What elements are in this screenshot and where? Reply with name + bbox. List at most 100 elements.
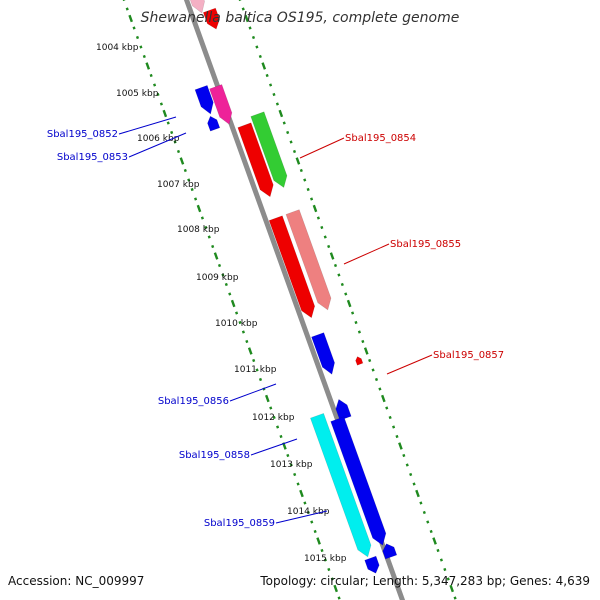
inner-tick-mark xyxy=(292,149,297,154)
inner-tick-mark xyxy=(258,54,262,59)
genome-summary-text: Topology: circular; Length: 5,347,283 bp… xyxy=(260,574,590,588)
gene-arrow-top-pink xyxy=(190,0,205,14)
outer-tick-mark xyxy=(306,510,310,515)
gene-arrow-sbal195-0853 xyxy=(207,115,221,132)
inner-tick-mark xyxy=(306,187,310,192)
leader-line xyxy=(275,510,328,524)
gene-label-left: Sbal195_0859 xyxy=(204,518,275,529)
inner-tick-mark xyxy=(289,140,293,144)
outer-tick-mark xyxy=(159,102,163,106)
inner-tick-mark xyxy=(429,529,433,534)
outer-tick-mark xyxy=(279,434,283,439)
outer-tick-mark xyxy=(173,140,177,144)
outer-tick-mark xyxy=(269,406,273,410)
gene-label-left: Sbal195_0858 xyxy=(179,450,250,461)
kbp-tick-labels: 1004 kbp 1005 kbp 1006 kbp 1007 kbp 1008 kbp… xyxy=(96,43,347,564)
inner-tick-mark xyxy=(371,368,375,372)
inner-tick-mark xyxy=(432,537,437,545)
outer-tick-mark xyxy=(187,178,191,182)
outer-tick-mark xyxy=(153,83,157,87)
inner-tick-mark xyxy=(378,387,382,391)
inner-tick-mark xyxy=(320,225,324,230)
outer-tick-mark xyxy=(176,149,181,154)
gene-features xyxy=(190,0,398,574)
kbp-label: 1015 kbp xyxy=(304,554,347,564)
outer-tick-mark xyxy=(162,109,168,118)
outer-tick-mark xyxy=(247,347,253,355)
inner-tick-mark xyxy=(398,442,403,450)
inner-tick-mark xyxy=(337,273,341,277)
outer-tick-mark xyxy=(196,204,202,213)
inner-tick-mark xyxy=(286,130,290,135)
gene-label-left: Sbal195_0856 xyxy=(158,396,229,407)
kbp-label: 1004 kbp xyxy=(96,43,139,53)
inner-tick-mark xyxy=(316,216,320,220)
outer-tick-mark xyxy=(337,596,341,600)
outer-tick-mark xyxy=(316,537,321,545)
outer-tick-mark xyxy=(170,130,174,135)
gene-label-left: Sbal195_0852 xyxy=(47,129,118,140)
gene-label-right: Sbal195_0857 xyxy=(433,350,504,361)
outer-tick-mark xyxy=(145,62,151,70)
outer-tick-mark xyxy=(299,489,304,498)
inner-tick-mark xyxy=(269,83,273,87)
inner-tick-mark xyxy=(241,7,245,11)
outer-tick-mark xyxy=(135,35,140,40)
outer-tick-mark xyxy=(194,197,198,201)
inner-tick-mark xyxy=(272,92,276,97)
outer-tick-mark xyxy=(255,368,259,372)
kbp-label: 1010 kbp xyxy=(215,319,258,329)
gene-label-right: Sbal195_0854 xyxy=(345,133,416,144)
inner-tick-mark xyxy=(439,558,443,562)
gene-label-left: Sbal195_0853 xyxy=(57,152,128,163)
gene-label-right: Sbal195_0855 xyxy=(390,239,461,250)
outer-tick-mark xyxy=(200,216,204,220)
leader-line xyxy=(128,132,187,158)
kbp-label: 1013 kbp xyxy=(270,460,313,470)
leader-line xyxy=(229,383,277,402)
inner-tick-mark xyxy=(323,235,327,239)
outer-tick-mark xyxy=(272,415,276,420)
inner-tick-mark xyxy=(354,320,358,325)
inner-tick-mark xyxy=(310,197,314,201)
gene-labels: Sbal195_0852 Sbal195_0853 Sbal195_0856 Sbal… xyxy=(47,129,504,529)
leader-line xyxy=(250,438,298,456)
outer-tick-mark xyxy=(221,273,225,277)
leader-line xyxy=(299,137,345,159)
inner-tick-mark xyxy=(333,263,338,268)
outer-tick-mark xyxy=(320,548,324,553)
outer-tick-mark xyxy=(156,92,160,97)
outer-tick-mark xyxy=(228,292,232,296)
outer-tick-mark xyxy=(190,187,194,192)
inner-tick-mark xyxy=(412,482,416,486)
inner-tick-mark xyxy=(405,463,409,467)
genome-title: Shewanella baltica OS195, complete genom… xyxy=(140,10,460,26)
inner-tick-mark xyxy=(244,14,249,23)
inner-tick-mark xyxy=(295,157,301,165)
inner-tick-mark xyxy=(303,178,307,182)
outer-tick-mark xyxy=(183,168,187,173)
gene-arrow-sbal195-0855 xyxy=(285,209,332,311)
outer-tick-mark xyxy=(327,567,331,572)
outer-tick-mark xyxy=(330,577,334,581)
outer-tick-mark xyxy=(211,244,215,249)
gene-arrow-sbal195-0857 xyxy=(355,356,364,366)
inner-tick-mark xyxy=(419,501,423,505)
inner-tick-mark xyxy=(248,26,252,30)
outer-tick-mark xyxy=(241,330,245,334)
outer-tick-mark xyxy=(166,121,170,125)
outer-tick-mark xyxy=(125,7,129,11)
outer-tick-mark xyxy=(286,453,290,458)
outer-tick-mark xyxy=(122,0,126,2)
kbp-label: 1007 kbp xyxy=(157,180,200,190)
inner-tick-mark xyxy=(346,299,352,308)
inner-tick-mark xyxy=(265,73,269,78)
outer-tick-mark xyxy=(293,472,297,477)
leader-line xyxy=(118,116,177,135)
inner-tick-mark xyxy=(361,339,365,344)
accession-text: Accession: NC_009997 xyxy=(8,574,145,588)
gene-arrow-red-0854a xyxy=(237,122,274,198)
inner-tick-mark xyxy=(388,415,392,420)
kbp-label: 1008 kbp xyxy=(177,225,220,235)
